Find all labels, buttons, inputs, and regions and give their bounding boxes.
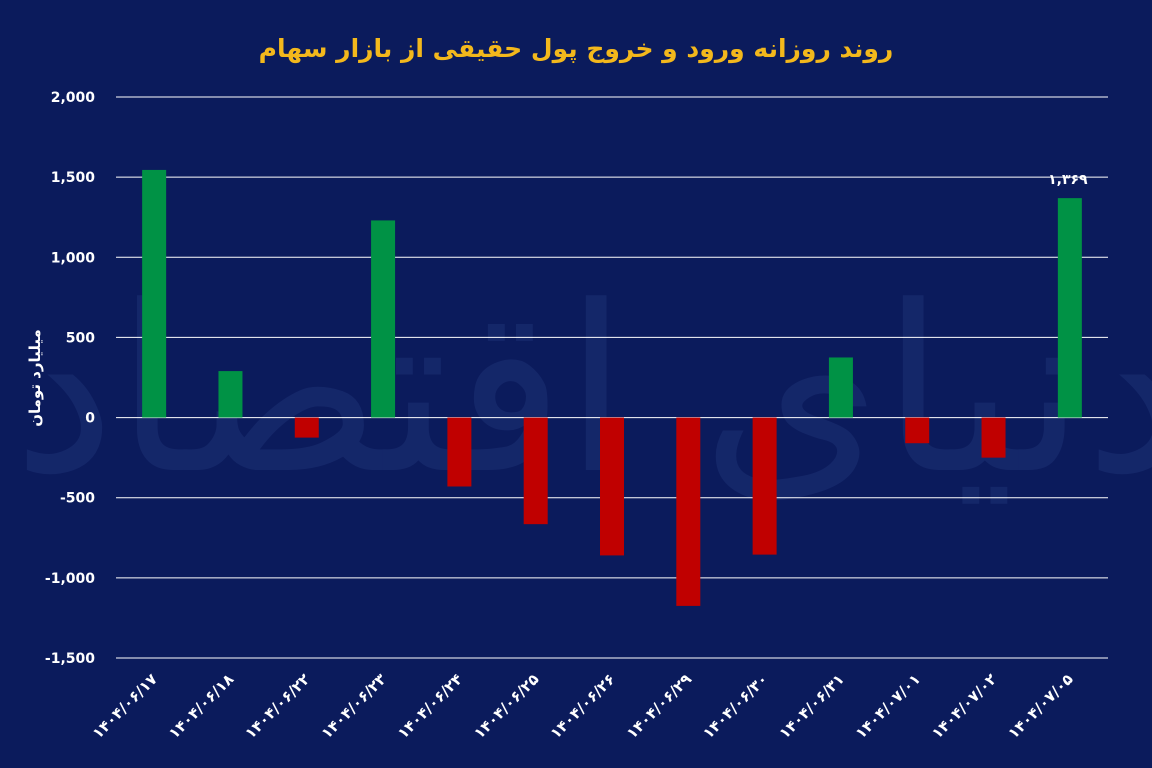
bar — [218, 371, 243, 418]
bar — [828, 357, 853, 418]
watermark: دنیای اقتصاد — [13, 258, 1152, 525]
y-tick-label: 0 — [85, 411, 95, 427]
bar — [142, 169, 167, 418]
data-label: ۱,۳۶۹ — [1048, 172, 1088, 188]
bar — [905, 417, 930, 444]
y-tick-label: 1,000 — [51, 250, 96, 266]
bars — [142, 169, 1082, 606]
bar — [371, 220, 396, 418]
x-tick-label: ۱۴۰۴/۰۶/۲۹ — [623, 670, 695, 742]
bar — [676, 417, 701, 606]
bar — [1057, 198, 1082, 418]
chart-title: روند روزانه ورود و خروج پول حقیقی از باز… — [259, 34, 894, 64]
x-tick-label: ۱۴۰۴/۰۶/۲۵ — [470, 670, 542, 742]
bar — [447, 417, 472, 487]
data-labels: ۱,۳۶۹ — [1048, 172, 1088, 188]
x-tick-label: ۱۴۰۴/۰۶/۲۶ — [547, 670, 619, 742]
y-tick-label: 500 — [66, 330, 95, 346]
x-tick-label: ۱۴۰۴/۰۷/۰۵ — [1004, 670, 1076, 742]
x-axis-ticks: ۱۴۰۴/۰۶/۱۷ ۱۴۰۴/۰۶/۱۸ ۱۴۰۴/۰۶/۲۲ ۱۴۰۴/۰۶/۲۳… — [89, 670, 1077, 742]
bar — [752, 417, 777, 555]
y-tick-label: -500 — [60, 491, 95, 507]
bar — [600, 417, 624, 556]
x-tick-label: ۱۴۰۴/۰۶/۱۸ — [165, 670, 237, 742]
x-tick-label: ۱۴۰۴/۰۶/۲۳ — [318, 670, 390, 742]
y-tick-label: -1,500 — [45, 651, 95, 667]
x-tick-label: ۱۴۰۴/۰۷/۰۲ — [928, 670, 1000, 742]
bar — [981, 417, 1006, 458]
x-tick-label: ۱۴۰۴/۰۶/۲۲ — [241, 670, 313, 742]
bar — [523, 417, 548, 525]
x-tick-label: ۱۴۰۴/۰۶/۳۰ — [699, 670, 771, 742]
x-tick-label: ۱۴۰۴/۰۶/۲۴ — [394, 670, 466, 742]
x-tick-label: ۱۴۰۴/۰۶/۱۷ — [89, 670, 161, 742]
y-axis-ticks: 2,000 1,500 1,000 500 0 -500 -1,000 -1,500 — [45, 90, 95, 667]
x-tick-label: ۱۴۰۴/۰۷/۰۱ — [852, 670, 924, 742]
watermark-text: دنیای اقتصاد — [13, 258, 1152, 525]
x-tick-label: ۱۴۰۴/۰۶/۳۱ — [775, 670, 847, 742]
y-tick-label: -1,000 — [45, 571, 95, 587]
bar — [294, 417, 319, 438]
y-tick-label: 2,000 — [51, 90, 96, 106]
y-tick-label: 1,500 — [51, 170, 96, 186]
y-axis-label: میلیارد تومان — [26, 329, 44, 427]
